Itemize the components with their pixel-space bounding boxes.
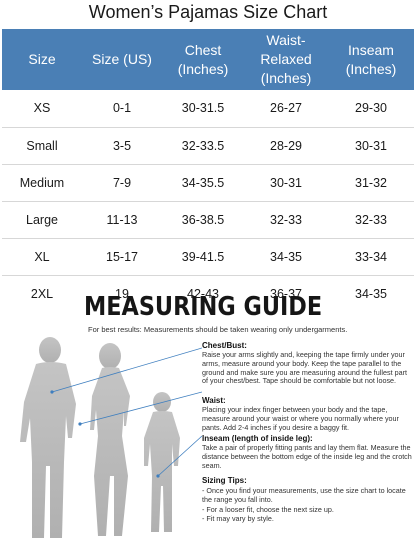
- cell-inseam: 30-31: [328, 127, 414, 165]
- cell-size-us: 19: [115, 286, 129, 301]
- table-row: XS 0-1 30-31.5 26-27 29-30: [2, 90, 414, 128]
- header-size-us: Size (US): [82, 29, 162, 90]
- list-item: - Fit may vary by style.: [202, 514, 274, 524]
- waist-section: Waist: Placing your index finger between…: [202, 396, 412, 432]
- cell-inseam: 34-35: [355, 286, 387, 301]
- cell-size-us: 3-5: [82, 127, 162, 165]
- cell-size-us: 0-1: [82, 90, 162, 128]
- table-row: Medium 7-9 34-35.5 30-31 31-32: [2, 164, 414, 202]
- inseam-text: Take a pair of properly fitting pants an…: [202, 443, 412, 470]
- header-chest: Chest (Inches): [162, 29, 244, 90]
- page-title: Women’s Pajamas Size Chart: [88, 2, 328, 22]
- cell-size: Medium: [2, 164, 82, 202]
- measuring-guide-subtitle: For best results: Measurements should be…: [88, 325, 348, 334]
- cell-chest: 30-31.5: [162, 90, 244, 128]
- cell-inseam: 33-34: [328, 238, 414, 276]
- table-row: 2XL 19 42-43 36-37 34-35: [2, 275, 414, 312]
- table-row: Small 3-5 32-33.5 28-29 30-31: [2, 127, 414, 165]
- table-row: XL 15-17 39-41.5 34-35 33-34: [2, 238, 414, 276]
- cell-size: XL: [2, 238, 82, 276]
- chest-bust-heading: Chest/Bust:: [202, 341, 247, 350]
- cell-inseam: 31-32: [328, 164, 414, 202]
- header-inseam: Inseam (Inches): [328, 29, 414, 90]
- header-waist-relaxed: Waist- Relaxed (Inches): [244, 29, 328, 90]
- waist-heading: Waist:: [202, 396, 226, 405]
- cell-inseam: 29-30: [328, 90, 414, 128]
- cell-waist: 34-35: [244, 238, 328, 276]
- cell-size: XS: [2, 90, 82, 128]
- cell-inseam: 32-33: [328, 201, 414, 239]
- cell-chest: 32-33.5: [162, 127, 244, 165]
- woman-silhouette: [90, 343, 130, 536]
- cell-size: 2XL: [30, 286, 54, 301]
- cell-size: Large: [2, 201, 82, 239]
- cell-waist: 32-33: [244, 201, 328, 239]
- cell-size: Small: [2, 127, 82, 165]
- cell-waist: 36-37: [270, 286, 302, 301]
- table-row: Large 11-13 36-38.5 32-33 32-33: [2, 201, 414, 239]
- header-size: Size: [2, 29, 82, 90]
- child-silhouette: [144, 392, 180, 532]
- cell-chest: 34-35.5: [162, 164, 244, 202]
- sizing-tips-heading: Sizing Tips:: [202, 476, 247, 485]
- table-header-row: Size Size (US) Chest (Inches) Waist- Relax…: [2, 29, 414, 90]
- cell-chest: 42-43: [187, 286, 219, 301]
- cell-waist: 30-31: [244, 164, 328, 202]
- list-item: - Once you find your measurements, use t…: [202, 486, 406, 505]
- chest-bust-text: Raise your arms slightly and, keeping th…: [202, 350, 407, 386]
- measurement-lines: [50, 347, 202, 478]
- cell-chest: 39-41.5: [162, 238, 244, 276]
- size-chart-table: Size Size (US) Chest (Inches) Waist- Relax…: [2, 29, 414, 312]
- cell-size-us: 7-9: [82, 164, 162, 202]
- measuring-guide-title: MEASURING GUIDE: [84, 292, 323, 322]
- cell-waist: 26-27: [244, 90, 328, 128]
- sizing-tips-section: Sizing Tips: - Once you find your measur…: [202, 476, 412, 524]
- list-item: - For a looser fit, choose the next size…: [202, 504, 334, 514]
- man-silhouette: [20, 337, 76, 538]
- cell-size-us: 11-13: [82, 201, 162, 239]
- inseam-heading: Inseam (length of inside leg):: [202, 434, 313, 443]
- chest-bust-section: Chest/Bust: Raise your arms slightly and…: [202, 341, 412, 386]
- cell-chest: 36-38.5: [162, 201, 244, 239]
- sizing-tips-list: - Once you find your measurements, use t…: [202, 486, 412, 524]
- waist-text: Placing your index finger between your b…: [202, 405, 399, 432]
- cell-waist: 28-29: [244, 127, 328, 165]
- cell-size-us: 15-17: [82, 238, 162, 276]
- inseam-section: Inseam (length of inside leg): Take a pa…: [202, 434, 412, 470]
- silhouette-figures: [20, 337, 202, 538]
